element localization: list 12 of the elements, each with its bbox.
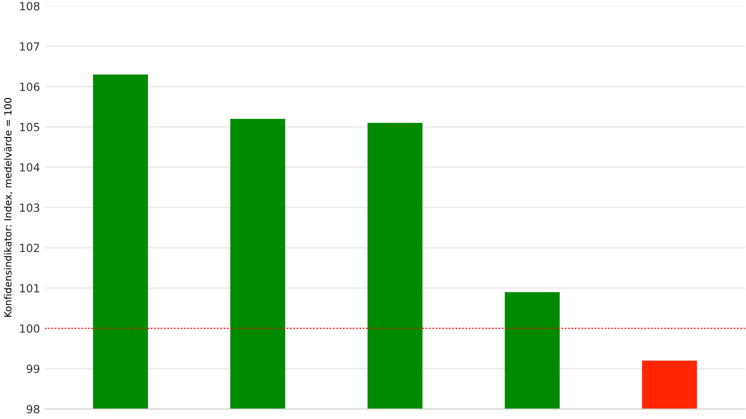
y-tick-label: 105 <box>20 122 40 132</box>
y-tick-label: 104 <box>20 163 40 172</box>
y-tick-label: 106 <box>20 82 40 91</box>
y-tick-label: 98 <box>26 404 40 414</box>
y-tick-label: 102 <box>20 244 40 252</box>
y-tick-label: 99 <box>26 364 40 374</box>
y-tick-label: 103 <box>20 203 40 212</box>
y-tick-label: 100 <box>20 324 40 333</box>
y-tick-label: 107 <box>20 42 40 51</box>
y-tick-label: 108 <box>20 2 40 10</box>
y-axis-title: Konfidensindikator: Index, medelvärde = 100 <box>4 98 12 317</box>
y-tick-label: 101 <box>20 284 40 292</box>
